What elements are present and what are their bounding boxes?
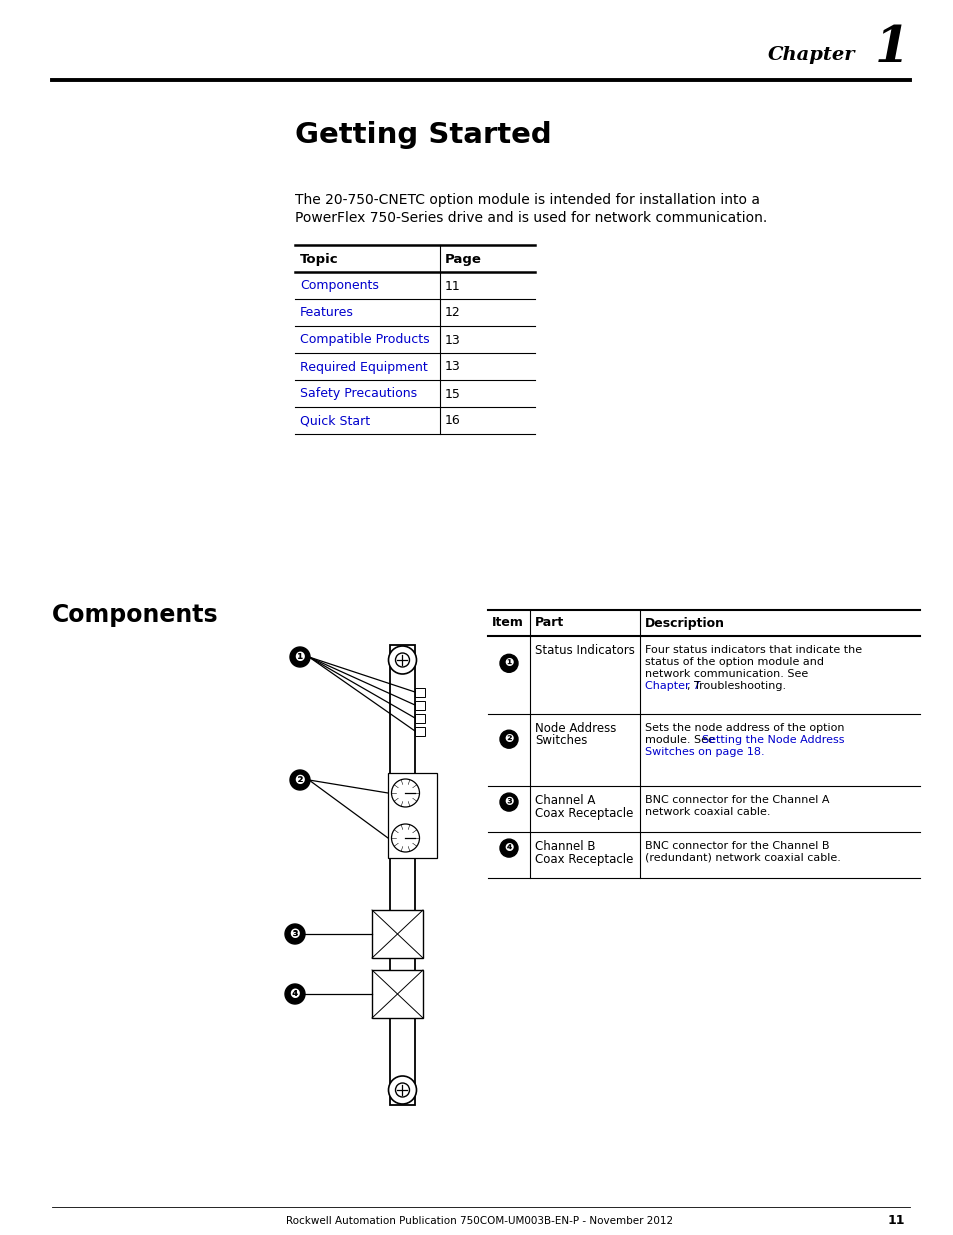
Text: network communication. See: network communication. See	[644, 669, 807, 679]
Circle shape	[499, 655, 517, 672]
Bar	[415, 714, 424, 722]
Text: Status Indicators: Status Indicators	[535, 643, 634, 657]
Text: Features: Features	[299, 306, 354, 320]
Text: ❹: ❹	[290, 988, 300, 1000]
Bar	[415, 688, 424, 697]
Text: 12: 12	[444, 306, 460, 320]
Text: Setting the Node Address: Setting the Node Address	[700, 735, 843, 745]
Circle shape	[290, 769, 310, 790]
Text: (redundant) network coaxial cable.: (redundant) network coaxial cable.	[644, 853, 840, 863]
Bar	[390, 645, 415, 1105]
Circle shape	[290, 647, 310, 667]
Text: network coaxial cable.: network coaxial cable.	[644, 806, 770, 818]
Text: ❷: ❷	[294, 773, 305, 787]
Text: ❸: ❸	[504, 797, 513, 808]
Text: 16: 16	[444, 415, 460, 427]
Bar	[388, 773, 436, 858]
Text: Rockwell Automation Publication 750COM-UM003B-EN-P - November 2012: Rockwell Automation Publication 750COM-U…	[286, 1216, 673, 1226]
Text: , Troubleshooting.: , Troubleshooting.	[687, 680, 786, 692]
Text: The 20-750-CNETC option module is intended for installation into a: The 20-750-CNETC option module is intend…	[294, 193, 760, 207]
Text: Part: Part	[535, 616, 563, 630]
Text: Channel A: Channel A	[535, 794, 595, 806]
Bar	[415, 701, 424, 710]
Text: Page: Page	[444, 252, 481, 266]
Text: Switches on page 18.: Switches on page 18.	[644, 747, 763, 757]
Text: BNC connector for the Channel A: BNC connector for the Channel A	[644, 795, 828, 805]
Text: ❷: ❷	[504, 734, 513, 745]
Circle shape	[499, 793, 517, 811]
Text: Coax Receptacle: Coax Receptacle	[535, 852, 633, 866]
Text: Required Equipment: Required Equipment	[299, 361, 427, 373]
Text: 1: 1	[874, 23, 909, 73]
Text: Node Address: Node Address	[535, 721, 616, 735]
Text: Getting Started: Getting Started	[294, 121, 551, 149]
Text: Components: Components	[299, 279, 378, 293]
Circle shape	[391, 824, 419, 852]
Text: status of the option module and: status of the option module and	[644, 657, 823, 667]
Circle shape	[388, 646, 416, 674]
Bar	[415, 727, 424, 736]
Text: 11: 11	[886, 1214, 904, 1228]
Text: Quick Start: Quick Start	[299, 415, 370, 427]
Text: ❸: ❸	[290, 927, 300, 941]
Text: Chapter 7: Chapter 7	[644, 680, 700, 692]
Text: 11: 11	[444, 279, 460, 293]
Circle shape	[499, 730, 517, 748]
Text: ❶: ❶	[294, 651, 305, 663]
Text: Coax Receptacle: Coax Receptacle	[535, 806, 633, 820]
Text: Switches: Switches	[535, 735, 587, 747]
Bar	[372, 969, 422, 1018]
Text: ❹: ❹	[504, 844, 513, 853]
Text: 15: 15	[444, 388, 460, 400]
Circle shape	[499, 839, 517, 857]
Text: Channel B: Channel B	[535, 840, 595, 852]
Circle shape	[285, 984, 305, 1004]
Text: Compatible Products: Compatible Products	[299, 333, 429, 347]
Text: PowerFlex 750-Series drive and is used for network communication.: PowerFlex 750-Series drive and is used f…	[294, 211, 766, 225]
Text: Safety Precautions: Safety Precautions	[299, 388, 416, 400]
Text: Description: Description	[644, 616, 724, 630]
Text: ❶: ❶	[504, 658, 513, 668]
Text: 13: 13	[444, 333, 460, 347]
Text: Components: Components	[52, 603, 218, 627]
Text: 13: 13	[444, 361, 460, 373]
Text: Chapter: Chapter	[767, 46, 854, 64]
Bar	[372, 910, 422, 958]
Text: Item: Item	[492, 616, 523, 630]
Circle shape	[388, 1076, 416, 1104]
Text: module. See: module. See	[644, 735, 718, 745]
Text: Topic: Topic	[299, 252, 338, 266]
Text: Sets the node address of the option: Sets the node address of the option	[644, 722, 843, 734]
Text: BNC connector for the Channel B: BNC connector for the Channel B	[644, 841, 828, 851]
Text: Four status indicators that indicate the: Four status indicators that indicate the	[644, 645, 862, 655]
Circle shape	[391, 779, 419, 806]
Circle shape	[285, 924, 305, 944]
Circle shape	[395, 1083, 409, 1097]
Circle shape	[395, 653, 409, 667]
